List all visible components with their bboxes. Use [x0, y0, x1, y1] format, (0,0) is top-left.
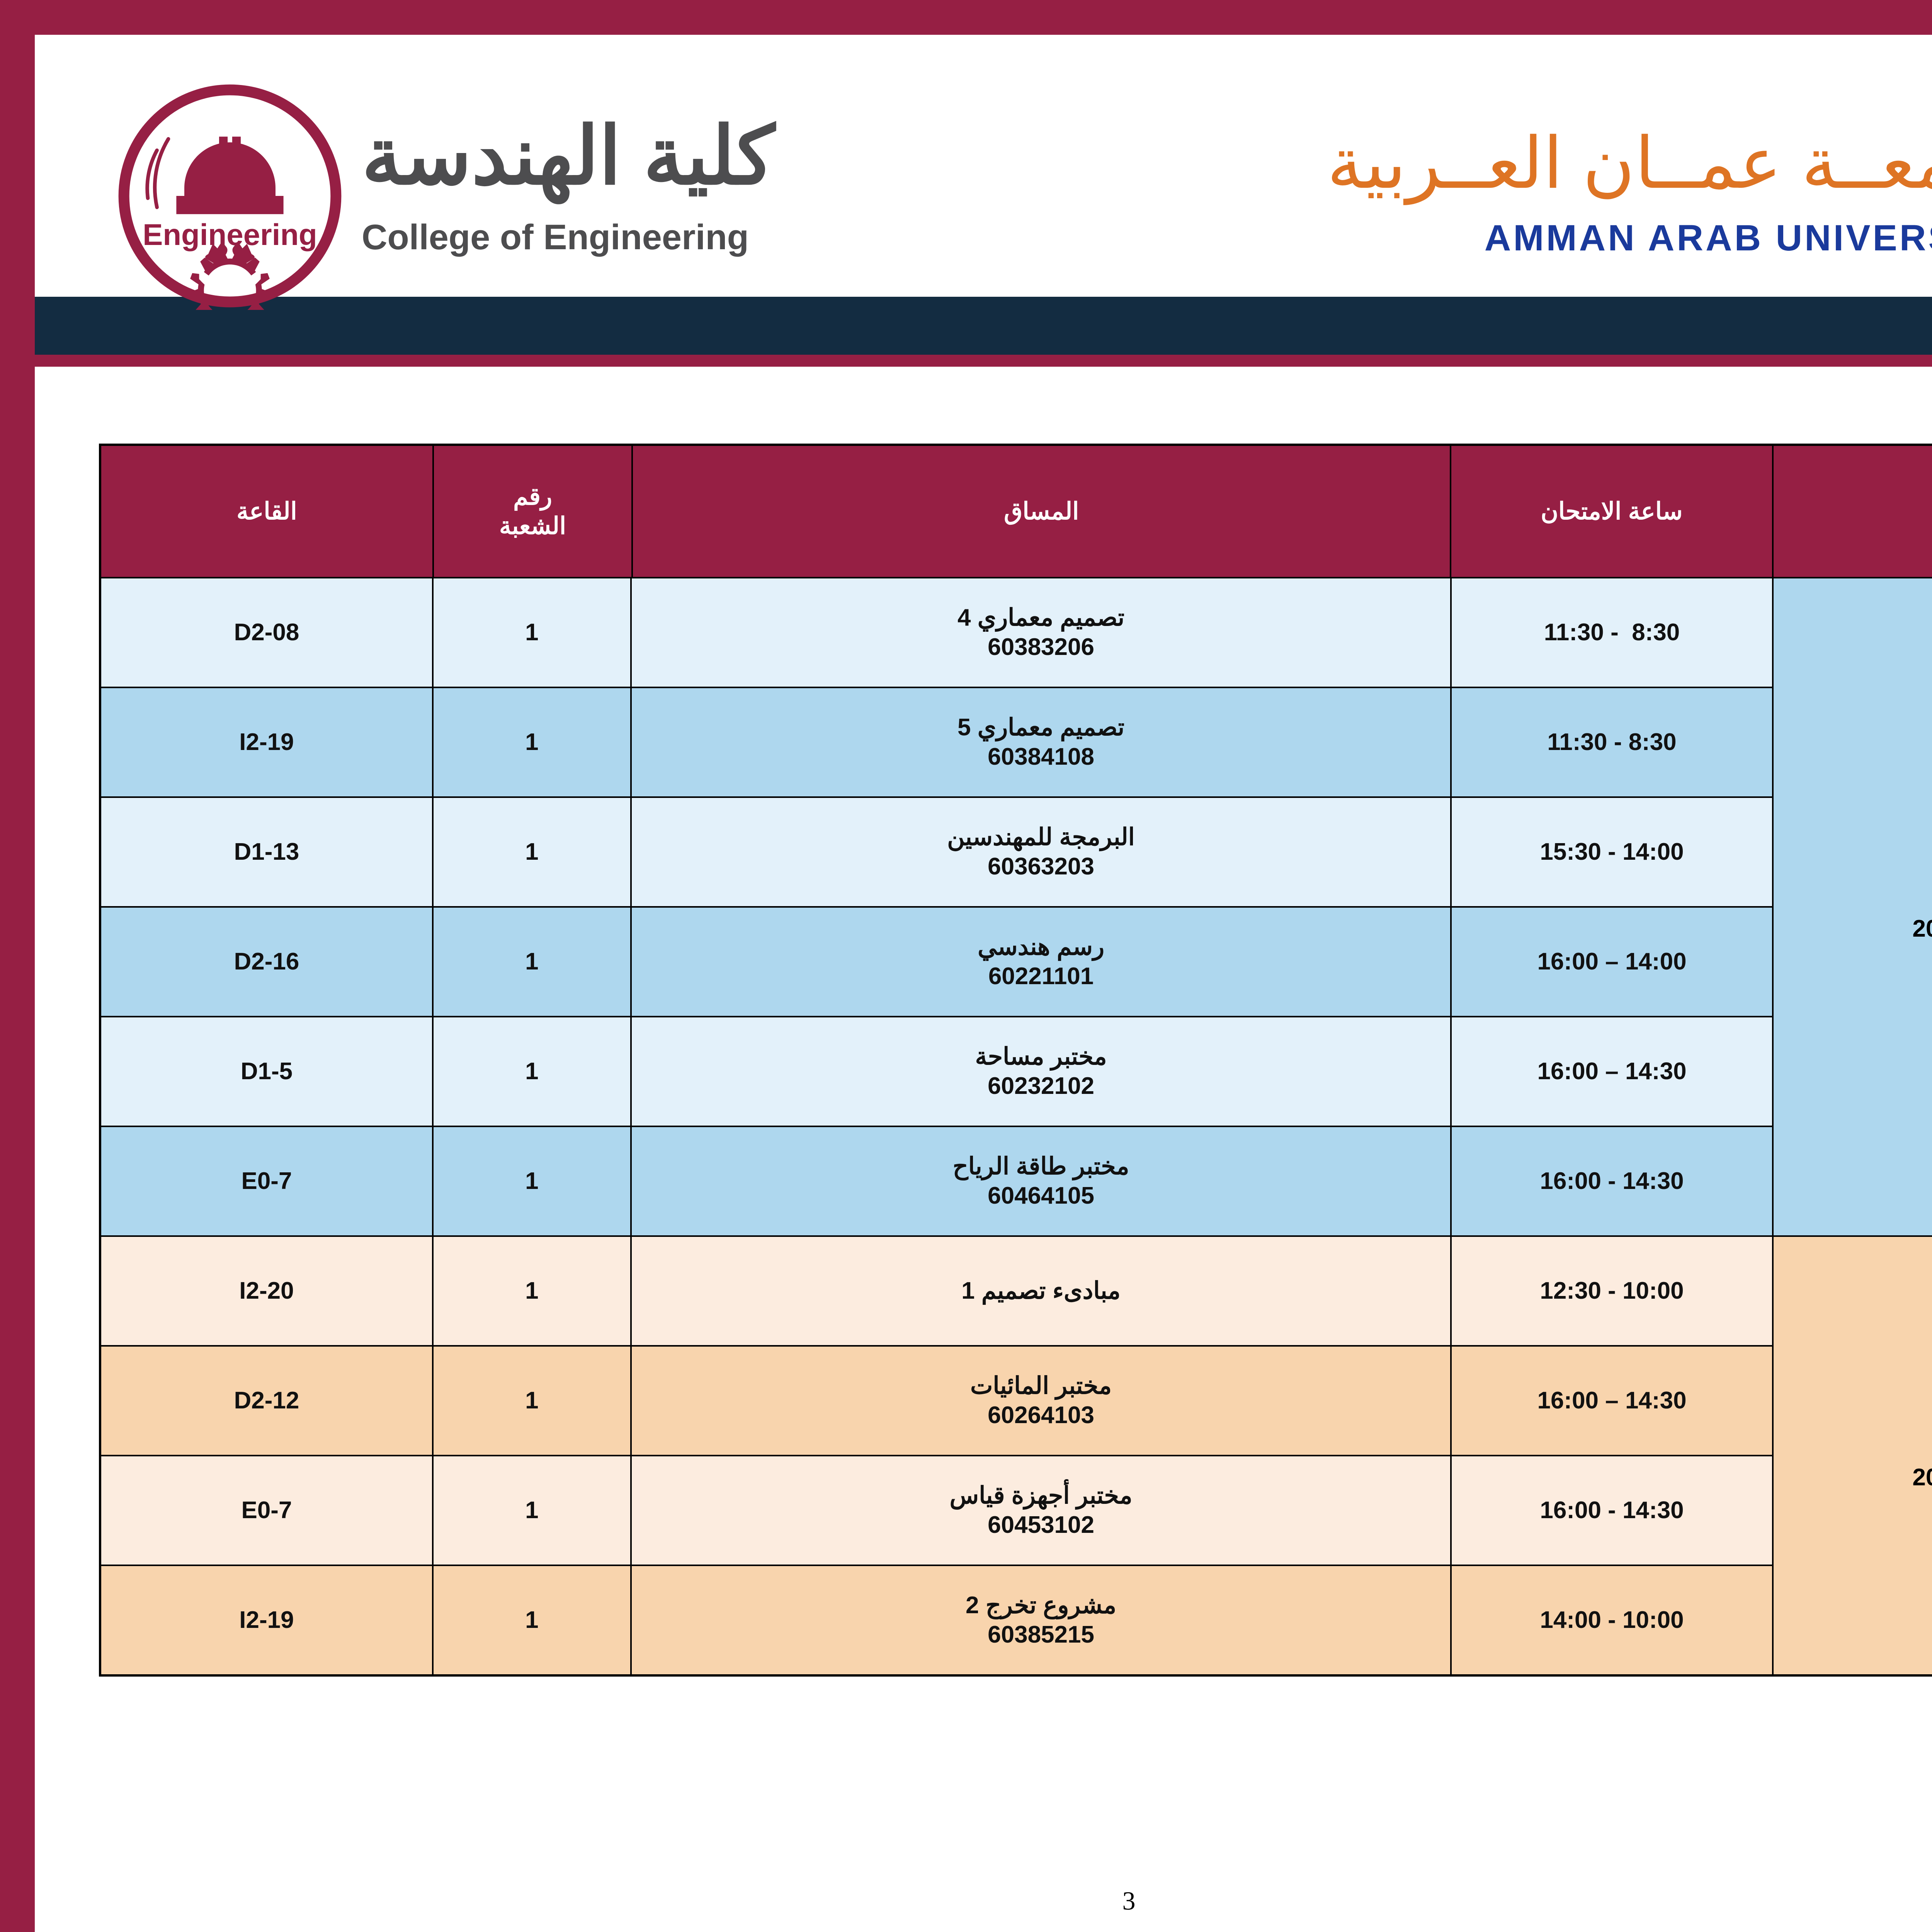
svg-text:Engineering: Engineering [143, 218, 317, 252]
